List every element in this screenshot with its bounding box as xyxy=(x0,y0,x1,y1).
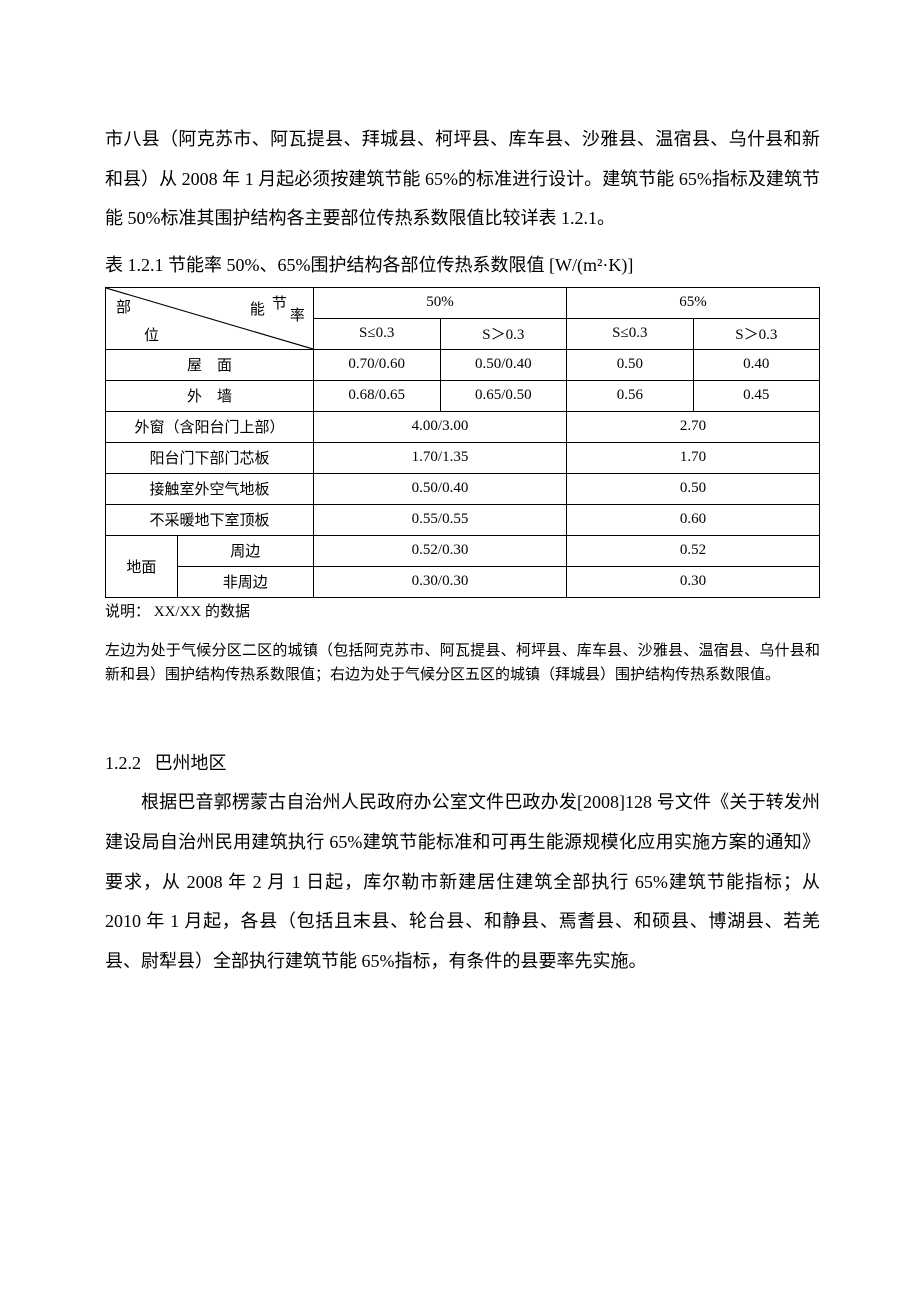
section-heading: 1.2.2 巴州地区 xyxy=(105,744,820,784)
cell: 0.65/0.50 xyxy=(440,380,567,411)
header-lv: 率 xyxy=(290,304,305,325)
table-row: 节 能 率 部 位 50% 65% xyxy=(106,287,820,318)
row-label: 外 墙 xyxy=(106,380,314,411)
cell: 0.60 xyxy=(567,504,820,535)
row-label: 屋 面 xyxy=(106,349,314,380)
header-jie: 节 xyxy=(272,292,287,313)
cell: 0.56 xyxy=(567,380,693,411)
section-title: 巴州地区 xyxy=(155,753,227,773)
row-label: 不采暖地下室顶板 xyxy=(106,504,314,535)
table-row: 阳台门下部门芯板 1.70/1.35 1.70 xyxy=(106,442,820,473)
table-row: 不采暖地下室顶板 0.55/0.55 0.60 xyxy=(106,504,820,535)
heat-coeff-table: 节 能 率 部 位 50% 65% S≤0.3 S＞0.3 S≤0.3 S＞0.… xyxy=(105,287,820,598)
cell: 0.40 xyxy=(693,349,819,380)
cell: 0.55/0.55 xyxy=(313,504,566,535)
cell: 0.30/0.30 xyxy=(313,566,566,597)
cell: 0.50 xyxy=(567,349,693,380)
col-sle03b: S≤0.3 xyxy=(567,318,693,349)
body-paragraph: 根据巴音郭楞蒙古自治州人民政府办公室文件巴政办发[2008]128 号文件《关于… xyxy=(105,783,820,981)
cell: 4.00/3.00 xyxy=(313,411,566,442)
table-row: 外 墙 0.68/0.65 0.65/0.50 0.56 0.45 xyxy=(106,380,820,411)
col-sgt03b: S＞0.3 xyxy=(693,318,819,349)
table-caption: 表 1.2.1 节能率 50%、65%围护结构各部位传热系数限值 [W/(m²·… xyxy=(105,247,820,283)
col-50: 50% xyxy=(313,287,566,318)
cell: 0.50 xyxy=(567,473,820,504)
header-neng: 能 xyxy=(250,298,265,319)
row-label: 接触室外空气地板 xyxy=(106,473,314,504)
row-label: 阳台门下部门芯板 xyxy=(106,442,314,473)
col-sgt03a: S＞0.3 xyxy=(440,318,567,349)
table-row: 接触室外空气地板 0.50/0.40 0.50 xyxy=(106,473,820,504)
document-page: 市八县（阿克苏市、阿瓦提县、拜城县、柯坪县、库车县、沙雅县、温宿县、乌什县和新和… xyxy=(0,0,920,1041)
cell: 0.45 xyxy=(693,380,819,411)
cell: 1.70/1.35 xyxy=(313,442,566,473)
table-note-2: 左边为处于气候分区二区的城镇（包括阿克苏市、阿瓦提县、柯坪县、库车县、沙雅县、温… xyxy=(105,639,820,687)
row-label: 非周边 xyxy=(177,566,313,597)
col-sle03a: S≤0.3 xyxy=(313,318,440,349)
cell: 0.52 xyxy=(567,535,820,566)
cell: 0.50/0.40 xyxy=(313,473,566,504)
cell: 0.68/0.65 xyxy=(313,380,440,411)
cell: 1.70 xyxy=(567,442,820,473)
table-row: 屋 面 0.70/0.60 0.50/0.40 0.50 0.40 xyxy=(106,349,820,380)
section-number: 1.2.2 xyxy=(105,753,141,773)
cell: 2.70 xyxy=(567,411,820,442)
cell: 0.70/0.60 xyxy=(313,349,440,380)
table-row: 外窗（含阳台门上部） 4.00/3.00 2.70 xyxy=(106,411,820,442)
table-note-1: 说明： XX/XX 的数据 xyxy=(105,600,820,624)
vertical-spacer xyxy=(105,702,820,744)
header-wei: 位 xyxy=(144,324,159,345)
row-label: 地面 xyxy=(106,535,178,597)
cell: 0.52/0.30 xyxy=(313,535,566,566)
row-label: 外窗（含阳台门上部） xyxy=(106,411,314,442)
cell: 0.30 xyxy=(567,566,820,597)
intro-paragraph: 市八县（阿克苏市、阿瓦提县、拜城县、柯坪县、库车县、沙雅县、温宿县、乌什县和新和… xyxy=(105,120,820,239)
header-bu: 部 xyxy=(116,296,131,317)
row-label: 周边 xyxy=(177,535,313,566)
col-65: 65% xyxy=(567,287,820,318)
table-row: 地面 周边 0.52/0.30 0.52 xyxy=(106,535,820,566)
diagonal-header: 节 能 率 部 位 xyxy=(106,287,314,349)
cell: 0.50/0.40 xyxy=(440,349,567,380)
table-row: 非周边 0.30/0.30 0.30 xyxy=(106,566,820,597)
